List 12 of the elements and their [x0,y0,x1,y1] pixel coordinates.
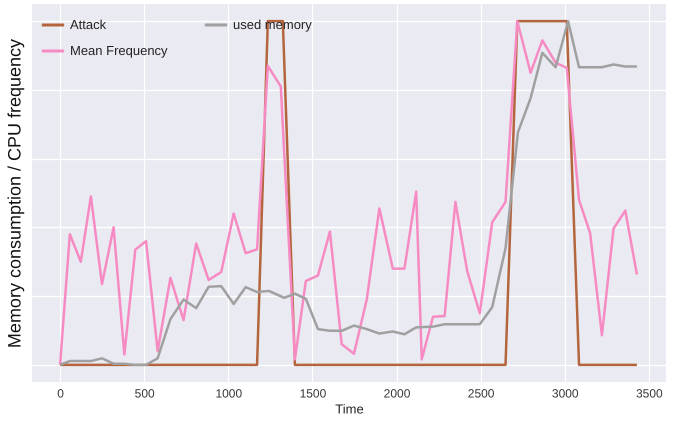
legend-label: Attack [70,17,107,32]
x-tick-label: 3000 [552,386,579,400]
x-tick-label: 500 [134,386,156,400]
x-tick-label: 0 [57,386,64,400]
x-axis-title: Time [335,402,364,416]
y-axis-title: Memory consumption / CPU frequency [4,38,24,348]
x-tick-label: 3500 [636,386,664,400]
x-tick-label: 2000 [384,386,411,400]
x-tick-label: 2500 [468,386,495,400]
x-tick-label: 1000 [215,386,242,400]
x-tick-label: 1500 [300,386,327,400]
legend-label: Mean Frequency [70,43,168,58]
